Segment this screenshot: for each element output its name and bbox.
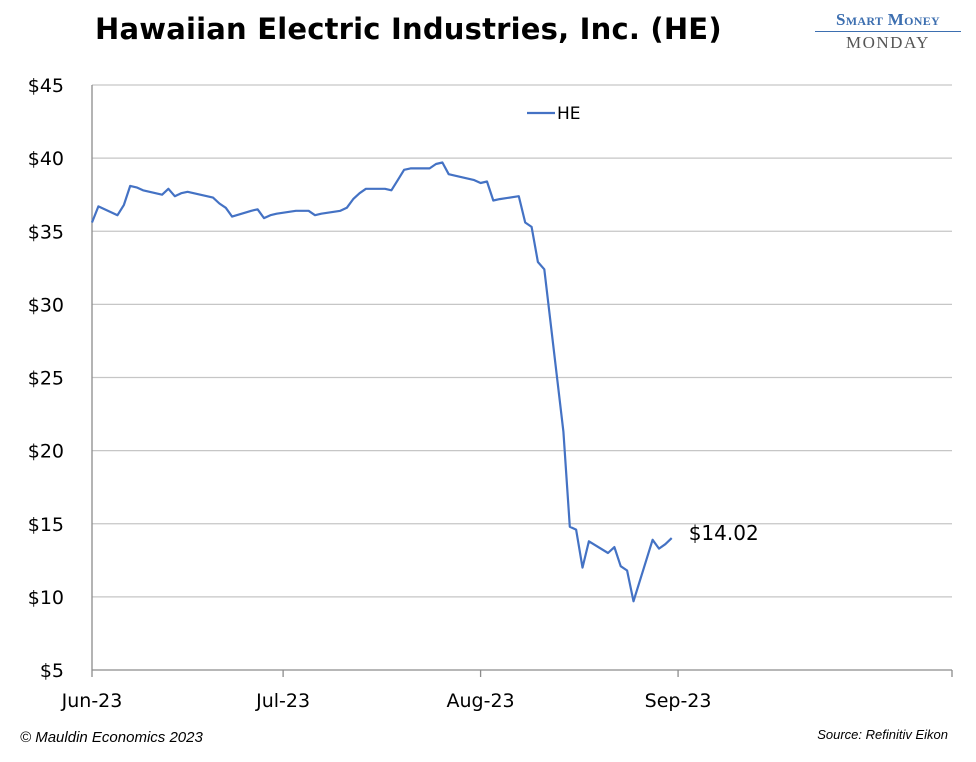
brand-line-2: MONDAY: [846, 33, 930, 52]
y-tick-label: $5: [40, 660, 64, 682]
brand-line-1: Smart Money: [815, 10, 961, 32]
y-tick-label: $45: [28, 75, 64, 97]
y-tick-label: $30: [28, 294, 64, 316]
brand-logo: Smart Money MONDAY: [815, 10, 961, 54]
source-note: Source: Refinitiv Eikon: [817, 727, 948, 742]
chart-title: Hawaiian Electric Industries, Inc. (HE): [95, 12, 722, 46]
y-tick-label: $10: [28, 587, 64, 609]
legend-label-he: HE: [557, 104, 581, 124]
y-tick-label: $40: [28, 148, 64, 170]
x-tick-label: Sep-23: [645, 690, 712, 712]
end-value-label: $14.02: [689, 521, 759, 545]
y-tick-label: $35: [28, 221, 64, 243]
y-tick-label: $15: [28, 514, 64, 536]
copyright-note: © Mauldin Economics 2023: [20, 729, 203, 746]
y-tick-label: $25: [28, 368, 64, 390]
x-tick-label: Jul-23: [255, 690, 310, 712]
x-tick-label: Aug-23: [447, 690, 515, 712]
x-tick-label: Jun-23: [61, 690, 123, 712]
y-tick-label: $20: [28, 441, 64, 463]
series-line-he: [90, 161, 673, 603]
